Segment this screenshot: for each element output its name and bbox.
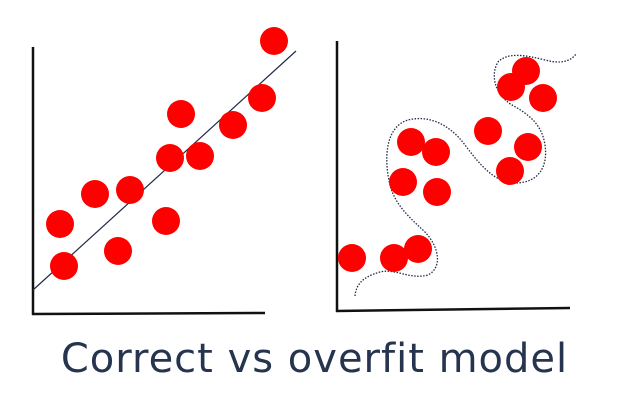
data-point (46, 210, 74, 238)
data-point (81, 180, 109, 208)
data-point (50, 252, 78, 280)
data-point (423, 178, 451, 206)
data-point (474, 117, 502, 145)
data-point (116, 176, 144, 204)
caption-title: Correct vs overfit model (60, 336, 569, 382)
data-point (512, 57, 540, 85)
right-x-axis (335, 306, 571, 313)
data-point (104, 237, 132, 265)
overfit-model-panel (335, 41, 577, 313)
data-point (529, 84, 557, 112)
data-point (380, 244, 408, 272)
data-point (260, 27, 288, 55)
data-point (186, 142, 214, 170)
data-point (152, 207, 180, 235)
correct-model-panel (31, 27, 297, 316)
data-point (397, 128, 425, 156)
data-point (422, 138, 450, 166)
left-x-axis (31, 311, 266, 316)
data-point (514, 133, 542, 161)
data-point (389, 168, 417, 196)
data-point (248, 84, 276, 112)
overfit-curve (354, 53, 577, 297)
data-point (167, 100, 195, 128)
data-point (219, 111, 247, 139)
data-point (156, 144, 184, 172)
data-point (338, 244, 366, 272)
data-point (496, 157, 524, 185)
data-point (404, 235, 432, 263)
